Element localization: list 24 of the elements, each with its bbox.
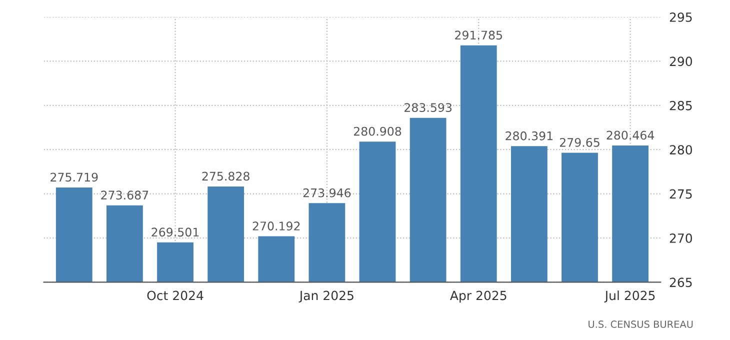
data-label: 269.501 xyxy=(152,228,199,237)
data-label: 279.65 xyxy=(560,138,600,147)
x-tick-label: Jul 2025 xyxy=(604,290,655,303)
data-label: 280.391 xyxy=(506,131,553,140)
data-label: 273.687 xyxy=(101,190,148,200)
data-label: 275.719 xyxy=(50,172,98,182)
data-label: 280.908 xyxy=(354,126,402,136)
data-label: 283.593 xyxy=(404,103,452,112)
x-tick-label: Apr 2025 xyxy=(450,290,506,303)
y-tick-label: 275 xyxy=(670,189,692,199)
y-tick-label: 265 xyxy=(670,278,692,288)
text: U.S. CENSUS BUREAU xyxy=(588,320,693,328)
data-label: 280.464 xyxy=(606,130,654,140)
y-tick-label: 280 xyxy=(670,145,692,155)
data-label: 275.828 xyxy=(202,172,250,181)
y-tick-label: 285 xyxy=(670,100,692,110)
x-tick-label: Oct 2024 xyxy=(147,290,204,300)
data-label: 273.946 xyxy=(303,188,351,198)
y-tick-label: 270 xyxy=(670,233,692,243)
y-tick-label: 295 xyxy=(670,12,692,22)
data-label: 270.192 xyxy=(252,222,300,230)
data-label: 291.785 xyxy=(455,30,502,40)
y-tick-label: 290 xyxy=(670,56,692,66)
x-tick-label: Jan 2025 xyxy=(298,290,354,303)
